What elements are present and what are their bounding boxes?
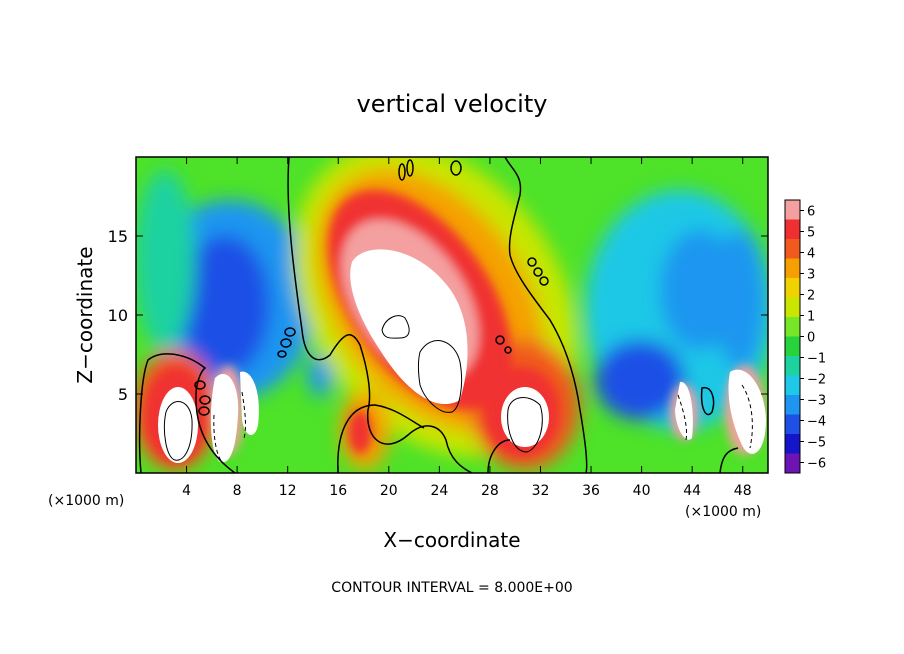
x-tick-label: 16: [329, 483, 347, 499]
colorbar-swatch: [785, 453, 800, 474]
small-contour: [450, 160, 462, 176]
updraft-white-core: [210, 373, 239, 463]
colorbar: 6 5 4 3 2 1 0 −1 −2 −3 −4 −5 −6: [784, 199, 826, 474]
zero-contour: [138, 353, 236, 473]
downdraft-region: [715, 230, 765, 370]
inner-contour: [163, 401, 193, 461]
colorbar-label: −5: [807, 436, 826, 451]
colorbar-swatch: [785, 297, 800, 318]
x-unit-left: (×1000 m): [48, 493, 124, 509]
y-tick-label: 15: [108, 227, 128, 246]
y-axis-ticks: 5 10 15: [108, 227, 768, 404]
zero-contour: [719, 447, 739, 473]
small-contour: [194, 380, 206, 390]
downdraft-region: [308, 353, 332, 397]
updraft-white-core: [158, 387, 198, 463]
inner-contour: [418, 340, 463, 413]
negative-contour: [213, 414, 223, 463]
downdraft-region: [595, 340, 685, 420]
x-tick-label: 24: [430, 483, 448, 499]
x-unit-right: (×1000 m): [685, 504, 761, 520]
colorbar-label: −1: [807, 352, 826, 367]
zero-contour: [504, 157, 588, 473]
colorbar-swatch: [785, 258, 800, 279]
x-tick-label: 8: [233, 483, 242, 499]
x-tick-label: 12: [279, 483, 297, 499]
downdraft-region: [136, 170, 195, 350]
updraft-white-core: [675, 381, 693, 440]
x-tick-label: 32: [532, 483, 550, 499]
colorbar-swatch: [785, 356, 800, 376]
small-contour: [398, 163, 406, 181]
updraft-white-core: [728, 369, 766, 454]
colorbar-swatch: [785, 219, 800, 240]
updraft-white-core: [240, 371, 259, 436]
negative-contour: [677, 394, 687, 441]
colorbar-swatch: [785, 375, 800, 396]
negative-contour: [741, 384, 753, 449]
small-contour: [533, 267, 543, 277]
negative-contour: [241, 391, 246, 439]
dashed-contours: [213, 384, 753, 463]
colorbar-label: −6: [807, 457, 826, 472]
colorbar-swatch: [785, 239, 800, 259]
inner-contour: [507, 397, 543, 453]
chart-title: vertical velocity: [357, 90, 548, 118]
x-axis-label: X−coordinate: [383, 528, 520, 552]
small-contour: [495, 335, 505, 345]
small-contour: [527, 257, 537, 267]
small-contour: [539, 276, 549, 286]
inner-contour: [381, 315, 410, 339]
small-contour: [406, 159, 414, 177]
y-axis-label: Z−coordinate: [73, 246, 97, 383]
colorbar-label: 2: [807, 289, 815, 304]
colorbar-label: 3: [807, 268, 815, 283]
colorbar-swatch: [785, 278, 800, 298]
small-contour: [284, 327, 296, 337]
x-tick-label: 20: [380, 483, 398, 499]
x-tick-label: 4: [182, 483, 191, 499]
y-tick-label: 5: [118, 385, 128, 404]
colorbar-swatch: [785, 414, 800, 435]
colorbar-label: −4: [807, 415, 826, 430]
small-contour: [199, 395, 211, 405]
updraft-white-core: [501, 387, 549, 447]
colorbar-label: 4: [807, 247, 815, 262]
zero-contour: [700, 386, 715, 416]
small-contour: [198, 406, 210, 416]
small-contour: [504, 346, 512, 354]
colorbar-label: −3: [807, 394, 826, 409]
colorbar-swatch: [785, 395, 800, 415]
colorbar-label: 5: [807, 226, 815, 241]
colorbar-swatch: [785, 317, 800, 337]
colorbar-label: 0: [807, 331, 815, 346]
downdraft-region: [180, 235, 270, 375]
zero-contour: [337, 404, 425, 473]
colorbar-swatch: [785, 434, 800, 454]
x-tick-label: 44: [683, 483, 701, 499]
y-tick-label: 10: [108, 306, 128, 325]
small-contour: [277, 350, 287, 358]
small-contour: [280, 338, 292, 348]
contour-interval-note: CONTOUR INTERVAL = 8.000E+00: [331, 580, 572, 596]
zero-contour: [287, 157, 473, 473]
plot-area: [136, 157, 768, 473]
colorbar-swatch: [785, 336, 800, 357]
x-tick-label: 28: [481, 483, 499, 499]
x-tick-label: 48: [734, 483, 752, 499]
x-tick-label: 36: [582, 483, 600, 499]
contour-lines: [138, 157, 739, 473]
x-axis-ticks: 4 8 12 16 20 24 28 32 36 40 44 48: [182, 157, 752, 499]
updraft-core: [348, 410, 372, 454]
zero-contour: [487, 439, 511, 473]
colorbar-label: −2: [807, 373, 826, 388]
colorbar-swatch: [785, 200, 800, 220]
colorbar-label: 1: [807, 310, 815, 325]
colorbar-label: 6: [807, 205, 815, 220]
x-tick-label: 40: [633, 483, 651, 499]
